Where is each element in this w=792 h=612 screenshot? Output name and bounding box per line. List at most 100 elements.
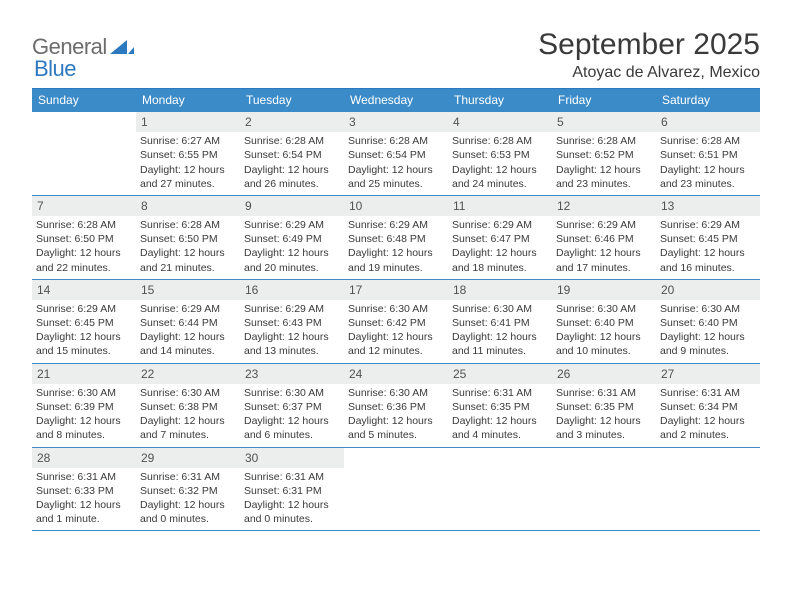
day-line: Sunset: 6:45 PM [660,232,756,246]
day-number: 17 [344,280,448,300]
day-number: 5 [552,112,656,132]
weekday-header-row: SundayMondayTuesdayWednesdayThursdayFrid… [32,89,760,112]
day-line: and 5 minutes. [348,428,444,442]
day-line: Sunrise: 6:28 AM [140,218,236,232]
day-body: Sunrise: 6:30 AMSunset: 6:41 PMDaylight:… [448,300,552,363]
day-line: Daylight: 12 hours [452,246,548,260]
day-line: and 23 minutes. [660,177,756,191]
day-body: Sunrise: 6:29 AMSunset: 6:45 PMDaylight:… [656,216,760,279]
day-number: 2 [240,112,344,132]
day-line: Sunset: 6:36 PM [348,400,444,414]
day-number: 8 [136,196,240,216]
day-cell: 26Sunrise: 6:31 AMSunset: 6:35 PMDayligh… [552,364,656,447]
day-cell: 17Sunrise: 6:30 AMSunset: 6:42 PMDayligh… [344,280,448,363]
day-line: Sunrise: 6:31 AM [556,386,652,400]
day-body: Sunrise: 6:28 AMSunset: 6:52 PMDaylight:… [552,132,656,195]
day-cell: 16Sunrise: 6:29 AMSunset: 6:43 PMDayligh… [240,280,344,363]
day-body: Sunrise: 6:29 AMSunset: 6:44 PMDaylight:… [136,300,240,363]
day-body: Sunrise: 6:29 AMSunset: 6:45 PMDaylight:… [32,300,136,363]
day-line: Sunset: 6:50 PM [36,232,132,246]
day-number: 13 [656,196,760,216]
day-number: 4 [448,112,552,132]
day-body: Sunrise: 6:29 AMSunset: 6:48 PMDaylight:… [344,216,448,279]
day-cell: 20Sunrise: 6:30 AMSunset: 6:40 PMDayligh… [656,280,760,363]
day-number: 3 [344,112,448,132]
day-cell: 22Sunrise: 6:30 AMSunset: 6:38 PMDayligh… [136,364,240,447]
day-cell [344,448,448,531]
day-line: Sunset: 6:48 PM [348,232,444,246]
day-line: Daylight: 12 hours [452,163,548,177]
day-body: Sunrise: 6:28 AMSunset: 6:50 PMDaylight:… [136,216,240,279]
day-number: 30 [240,448,344,468]
day-cell: 30Sunrise: 6:31 AMSunset: 6:31 PMDayligh… [240,448,344,531]
day-cell: 18Sunrise: 6:30 AMSunset: 6:41 PMDayligh… [448,280,552,363]
day-cell: 12Sunrise: 6:29 AMSunset: 6:46 PMDayligh… [552,196,656,279]
day-cell: 21Sunrise: 6:30 AMSunset: 6:39 PMDayligh… [32,364,136,447]
day-line: Daylight: 12 hours [140,330,236,344]
day-line: and 27 minutes. [140,177,236,191]
day-number [32,112,136,131]
day-line: and 23 minutes. [556,177,652,191]
day-line: Sunset: 6:49 PM [244,232,340,246]
day-body: Sunrise: 6:28 AMSunset: 6:51 PMDaylight:… [656,132,760,195]
day-body: Sunrise: 6:28 AMSunset: 6:53 PMDaylight:… [448,132,552,195]
day-cell: 5Sunrise: 6:28 AMSunset: 6:52 PMDaylight… [552,112,656,195]
day-line: and 13 minutes. [244,344,340,358]
day-body: Sunrise: 6:31 AMSunset: 6:35 PMDaylight:… [448,384,552,447]
day-body: Sunrise: 6:29 AMSunset: 6:47 PMDaylight:… [448,216,552,279]
day-line: Sunrise: 6:29 AM [244,218,340,232]
day-cell: 15Sunrise: 6:29 AMSunset: 6:44 PMDayligh… [136,280,240,363]
day-body: Sunrise: 6:30 AMSunset: 6:40 PMDaylight:… [656,300,760,363]
day-body: Sunrise: 6:31 AMSunset: 6:32 PMDaylight:… [136,468,240,531]
day-line: Sunset: 6:55 PM [140,148,236,162]
day-line: Sunset: 6:37 PM [244,400,340,414]
day-body: Sunrise: 6:30 AMSunset: 6:40 PMDaylight:… [552,300,656,363]
location-label: Atoyac de Alvarez, Mexico [538,64,760,82]
day-cell: 13Sunrise: 6:29 AMSunset: 6:45 PMDayligh… [656,196,760,279]
week-row: 28Sunrise: 6:31 AMSunset: 6:33 PMDayligh… [32,448,760,532]
day-line: Daylight: 12 hours [660,246,756,260]
day-line: Sunset: 6:39 PM [36,400,132,414]
day-body: Sunrise: 6:29 AMSunset: 6:46 PMDaylight:… [552,216,656,279]
day-line: Daylight: 12 hours [140,414,236,428]
day-line: and 4 minutes. [452,428,548,442]
day-line: Daylight: 12 hours [556,246,652,260]
day-line: and 22 minutes. [36,261,132,275]
calendar-grid: SundayMondayTuesdayWednesdayThursdayFrid… [32,88,760,531]
week-row: 21Sunrise: 6:30 AMSunset: 6:39 PMDayligh… [32,364,760,448]
day-line: Sunrise: 6:30 AM [244,386,340,400]
day-body: Sunrise: 6:30 AMSunset: 6:38 PMDaylight:… [136,384,240,447]
day-cell [448,448,552,531]
day-line: Daylight: 12 hours [244,163,340,177]
day-line: Sunrise: 6:29 AM [140,302,236,316]
day-line: Daylight: 12 hours [36,330,132,344]
day-line: Daylight: 12 hours [660,163,756,177]
day-line: Daylight: 12 hours [244,414,340,428]
weekday-header-cell: Wednesday [344,89,448,112]
logo-word2: Blue [34,56,76,81]
day-cell: 2Sunrise: 6:28 AMSunset: 6:54 PMDaylight… [240,112,344,195]
day-line: Sunset: 6:46 PM [556,232,652,246]
day-body: Sunrise: 6:29 AMSunset: 6:49 PMDaylight:… [240,216,344,279]
day-line: and 19 minutes. [348,261,444,275]
day-line: and 24 minutes. [452,177,548,191]
day-cell: 6Sunrise: 6:28 AMSunset: 6:51 PMDaylight… [656,112,760,195]
day-line: Sunrise: 6:30 AM [36,386,132,400]
day-line: and 1 minute. [36,512,132,526]
day-line: Daylight: 12 hours [36,498,132,512]
day-line: Sunset: 6:42 PM [348,316,444,330]
day-line: Sunset: 6:31 PM [244,484,340,498]
day-line: Sunset: 6:44 PM [140,316,236,330]
weeks-container: 1Sunrise: 6:27 AMSunset: 6:55 PMDaylight… [32,112,760,531]
day-number: 21 [32,364,136,384]
day-line: Sunrise: 6:31 AM [140,470,236,484]
day-line: and 9 minutes. [660,344,756,358]
day-line: Sunrise: 6:31 AM [660,386,756,400]
day-line: Daylight: 12 hours [556,414,652,428]
header-block: General September 2025 Atoyac de Alvarez… [32,28,760,82]
day-number: 26 [552,364,656,384]
day-line: Sunrise: 6:30 AM [348,302,444,316]
day-line: Daylight: 12 hours [348,163,444,177]
day-body: Sunrise: 6:30 AMSunset: 6:36 PMDaylight:… [344,384,448,447]
day-line: Sunset: 6:47 PM [452,232,548,246]
